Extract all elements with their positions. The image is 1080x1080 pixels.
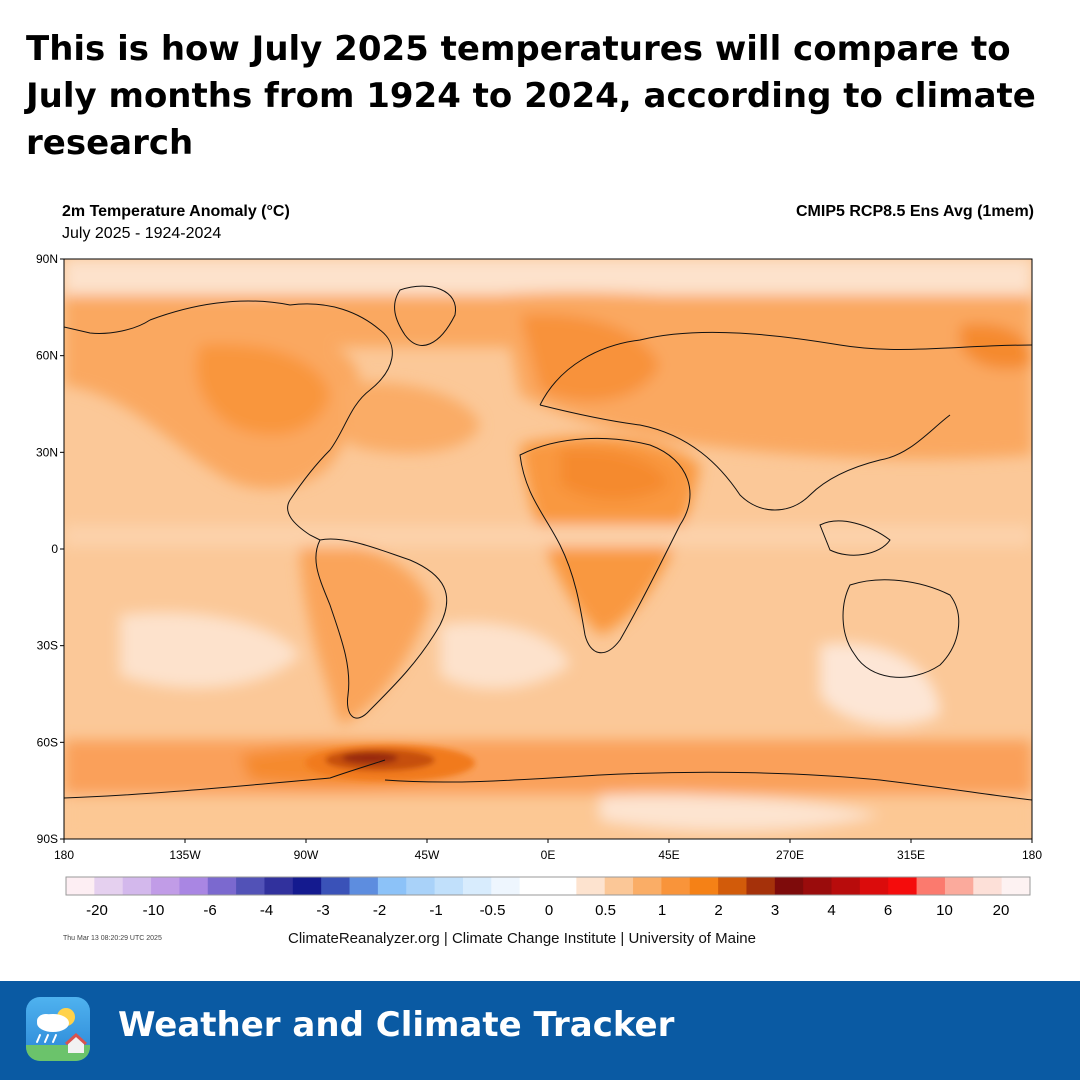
headline: This is how July 2025 temperatures will …: [26, 29, 1036, 163]
colorbar-swatch: [377, 877, 407, 895]
lon-label: 45E: [658, 848, 679, 862]
colorbar-swatch: [519, 877, 549, 895]
lat-label: 90N: [36, 252, 58, 266]
lon-axis: 180 135W 90W 45W 0E 45E 270E 315E 180: [54, 839, 1042, 862]
colorbar-label: -10: [143, 902, 165, 919]
colorbar-swatch: [548, 877, 577, 895]
map-source: CMIP5 RCP8.5 Ens Avg (1mem): [796, 203, 1034, 220]
lat-label: 0: [51, 542, 58, 556]
colorbar-label: -20: [86, 902, 108, 919]
colorbar-label: 10: [936, 902, 953, 919]
lon-label: 315E: [897, 848, 925, 862]
colorbar-swatch: [179, 877, 209, 895]
colorbar-swatch: [66, 877, 95, 895]
map-field: [64, 259, 1032, 839]
colorbar: -20 -10 -6 -4 -3 -2 -1 -0.5 0 0.5 1 2 3 4 6 10 20: [65, 876, 1031, 919]
colorbar-label: -1: [429, 902, 442, 919]
colorbar-swatch: [576, 877, 606, 895]
brand-name: Weather and Climate Tracker: [118, 1005, 675, 1045]
colorbar-swatch: [292, 877, 322, 895]
credit-line: ClimateReanalyzer.org | Climate Change I…: [288, 930, 756, 947]
colorbar-swatch: [944, 877, 974, 895]
colorbar-label: 20: [993, 902, 1010, 919]
lon-label: 270E: [776, 848, 804, 862]
colorbar-swatch: [349, 877, 379, 895]
app-icon: [26, 997, 90, 1061]
colorbar-swatch: [746, 877, 776, 895]
map-figure: 2m Temperature Anomaly (°C) July 2025 - …: [0, 195, 1080, 965]
colorbar-swatch: [406, 877, 436, 895]
lon-label: 180: [54, 848, 74, 862]
colorbar-swatch: [604, 877, 634, 895]
colorbar-swatch: [633, 877, 662, 895]
colorbar-swatch: [1001, 877, 1031, 895]
footer-bar: Weather and Climate Tracker: [0, 981, 1080, 1080]
colorbar-swatch: [491, 877, 521, 895]
colorbar-swatch: [916, 877, 946, 895]
map-title: 2m Temperature Anomaly (°C): [62, 203, 290, 220]
anomaly-map: 90N 60N 30N 0 30S 60S 90S 180 135W 90W 45W 0E 45E 27…: [36, 252, 1042, 919]
colorbar-swatch: [434, 877, 464, 895]
colorbar-label: -0.5: [480, 902, 506, 919]
coastlines: [64, 285, 1032, 801]
colorbar-label: 4: [827, 902, 835, 919]
timestamp: Thu Mar 13 08:20:29 UTC 2025: [63, 935, 162, 942]
colorbar-swatch: [264, 877, 294, 895]
colorbar-label: 6: [884, 902, 892, 919]
colorbar-swatch: [888, 877, 918, 895]
colorbar-swatch: [973, 877, 1003, 895]
lon-label: 90W: [294, 848, 319, 862]
colorbar-swatch: [94, 877, 124, 895]
lat-axis: 90N 60N 30N 0 30S 60S 90S: [36, 252, 64, 846]
colorbar-label: 3: [771, 902, 779, 919]
colorbar-swatch: [774, 877, 804, 895]
rain-icon: [36, 1034, 57, 1043]
lon-label: 180: [1022, 848, 1042, 862]
lon-label: 0E: [541, 848, 556, 862]
lon-label: 45W: [415, 848, 440, 862]
colorbar-label: 0: [545, 902, 553, 919]
colorbar-swatch: [803, 877, 833, 895]
colorbar-swatch: [151, 877, 180, 895]
colorbar-swatch: [831, 877, 861, 895]
colorbar-swatch: [661, 877, 691, 895]
lat-label: 60N: [36, 349, 58, 363]
lon-label: 135W: [169, 848, 201, 862]
colorbar-swatch: [207, 877, 237, 895]
colorbar-label: 2: [714, 902, 722, 919]
colorbar-label: -4: [260, 902, 273, 919]
colorbar-label: -6: [203, 902, 216, 919]
colorbar-swatch: [689, 877, 719, 895]
colorbar-swatch: [122, 877, 152, 895]
colorbar-frame: [65, 876, 1031, 896]
colorbar-swatch: [462, 877, 492, 895]
lat-label: 30S: [37, 639, 58, 653]
colorbar-swatch: [718, 877, 747, 895]
colorbar-label: -3: [316, 902, 329, 919]
colorbar-swatch: [321, 877, 351, 895]
colorbar-swatch: [859, 877, 889, 895]
colorbar-label: 1: [658, 902, 666, 919]
map-subtitle: July 2025 - 1924-2024: [62, 225, 222, 242]
colorbar-label: 0.5: [595, 902, 616, 919]
colorbar-label: -2: [373, 902, 386, 919]
lat-label: 90S: [37, 832, 58, 846]
lat-label: 30N: [36, 445, 58, 459]
colorbar-swatch: [236, 877, 265, 895]
lat-label: 60S: [37, 735, 58, 749]
